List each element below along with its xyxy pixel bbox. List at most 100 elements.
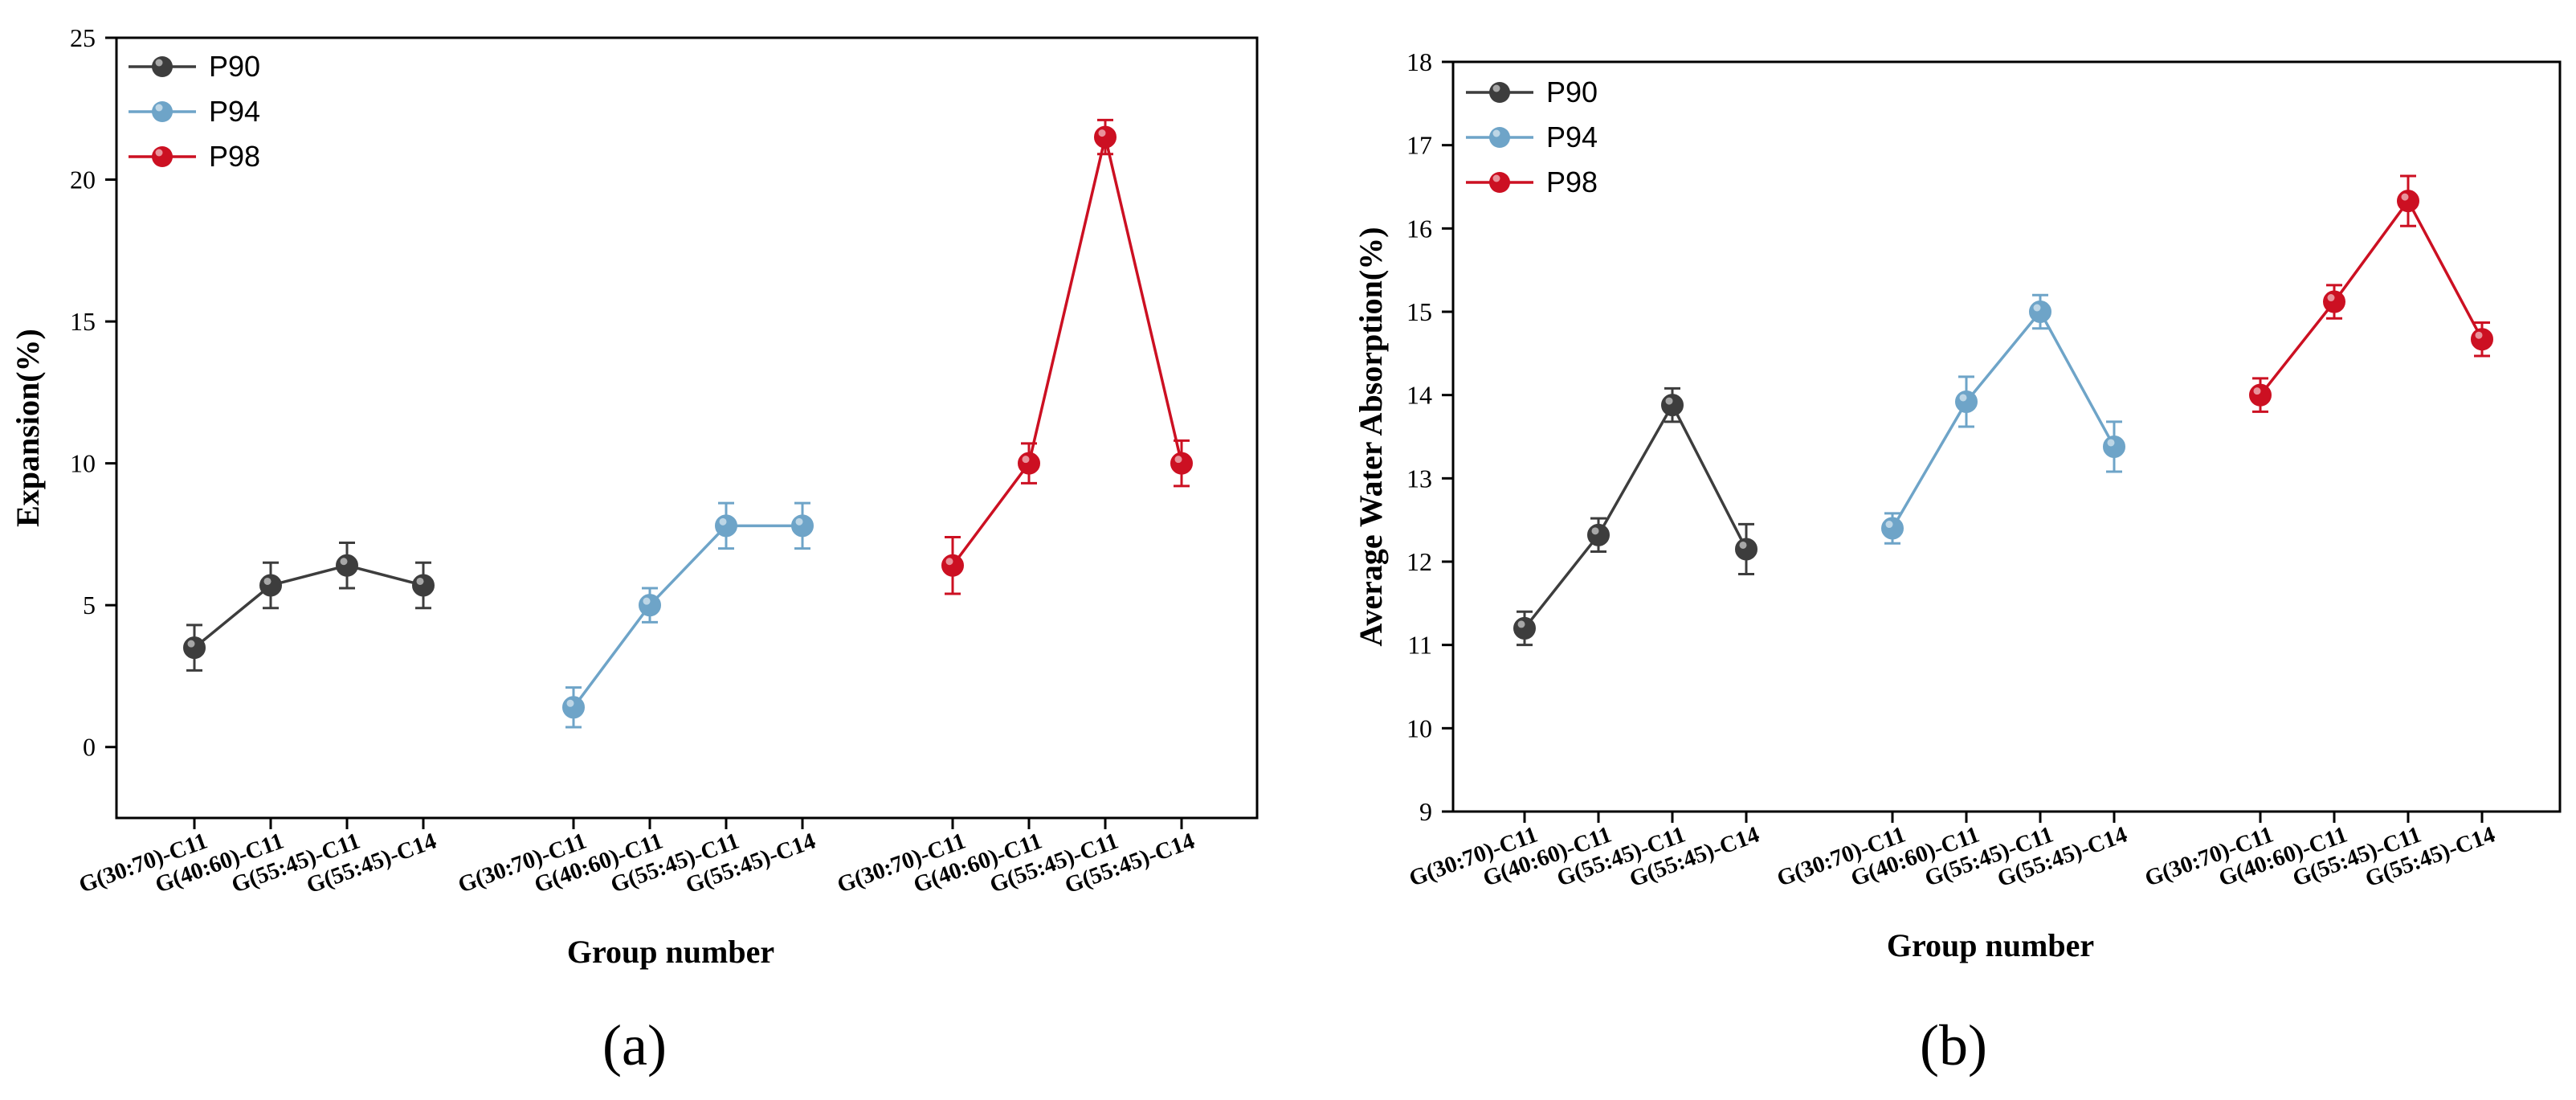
plot-frame bbox=[1451, 60, 2562, 813]
legend-entry-p90: P90 bbox=[1466, 76, 1598, 108]
x-axis-title: Group number bbox=[1887, 927, 2094, 963]
data-point-highlight bbox=[340, 558, 348, 566]
y-tick-label: 20 bbox=[70, 166, 96, 194]
data-point-highlight bbox=[795, 517, 803, 525]
data-point-highlight bbox=[566, 699, 574, 707]
legend-marker bbox=[1489, 127, 1510, 148]
data-point bbox=[2103, 435, 2125, 458]
series-line bbox=[193, 563, 424, 649]
data-point bbox=[1735, 538, 1757, 561]
data-point bbox=[562, 696, 585, 719]
legend-marker bbox=[152, 56, 173, 77]
data-point-highlight bbox=[1739, 541, 1747, 549]
legend-marker bbox=[1489, 172, 1510, 193]
data-point bbox=[259, 574, 282, 597]
legend-label: P90 bbox=[1546, 76, 1598, 108]
y-tick-label: 14 bbox=[1406, 381, 1432, 410]
data-point-highlight bbox=[1591, 527, 1599, 535]
series-p94 bbox=[1881, 293, 2125, 545]
data-point bbox=[2323, 290, 2345, 313]
legend-entry-p94: P94 bbox=[129, 95, 260, 128]
series-line bbox=[2259, 198, 2484, 396]
data-point bbox=[1018, 452, 1040, 475]
data-point bbox=[1661, 394, 1684, 417]
series-p94 bbox=[562, 501, 814, 729]
panel-label: (b) bbox=[1920, 1013, 1987, 1078]
y-axis-title: Average Water Absorption(%) bbox=[1353, 227, 1389, 646]
legend-marker bbox=[1489, 82, 1510, 103]
legend-marker-highlight bbox=[1492, 129, 1500, 137]
data-point bbox=[1094, 125, 1117, 149]
y-tick-label: 10 bbox=[1406, 714, 1432, 742]
series-line bbox=[1891, 309, 2116, 530]
data-point bbox=[2249, 383, 2272, 407]
data-point bbox=[2029, 301, 2051, 323]
data-point-highlight bbox=[719, 517, 727, 525]
series-line bbox=[1523, 402, 1748, 630]
data-point bbox=[2471, 328, 2493, 351]
legend-label: P98 bbox=[1546, 166, 1598, 198]
series-p90 bbox=[183, 542, 435, 672]
y-tick-label: 10 bbox=[70, 449, 96, 478]
data-point bbox=[715, 514, 737, 538]
data-point-highlight bbox=[1022, 456, 1030, 464]
legend-marker bbox=[152, 146, 173, 167]
data-point-highlight bbox=[2033, 304, 2041, 312]
series-p98 bbox=[941, 118, 1193, 595]
series-line bbox=[572, 524, 802, 709]
y-tick-label: 13 bbox=[1406, 464, 1432, 493]
y-tick-label: 12 bbox=[1406, 547, 1432, 576]
y-tick-label: 18 bbox=[1406, 47, 1432, 76]
legend-marker-highlight bbox=[1492, 174, 1500, 182]
data-point-highlight bbox=[2327, 294, 2335, 302]
y-tick-label: 15 bbox=[70, 307, 96, 336]
data-point bbox=[1170, 452, 1193, 475]
panel-label: (a) bbox=[602, 1013, 667, 1078]
panel-b-water-absorption-chart: 9101112131415161718G(30:70)-C11G(40:60)-… bbox=[1353, 47, 2562, 1078]
data-point-highlight bbox=[1517, 620, 1525, 628]
data-point bbox=[791, 514, 814, 538]
legend-marker-highlight bbox=[155, 104, 163, 112]
data-point-highlight bbox=[1885, 521, 1893, 529]
y-tick-label: 11 bbox=[1407, 631, 1432, 660]
data-point bbox=[412, 574, 435, 597]
y-tick-label: 0 bbox=[83, 733, 96, 762]
x-axis-title: Group number bbox=[567, 934, 774, 970]
legend-entry-p98: P98 bbox=[1466, 166, 1598, 198]
data-point-highlight bbox=[643, 597, 651, 605]
legend-label: P94 bbox=[209, 95, 260, 128]
legend-marker bbox=[152, 101, 173, 122]
plot-frame bbox=[115, 36, 1259, 820]
y-tick-label: 16 bbox=[1406, 214, 1432, 243]
legend-marker-highlight bbox=[155, 149, 163, 157]
data-point-highlight bbox=[187, 640, 195, 648]
data-point-highlight bbox=[1098, 129, 1106, 137]
data-point bbox=[941, 554, 964, 577]
data-point bbox=[639, 594, 661, 617]
series-line bbox=[951, 137, 1183, 566]
data-point bbox=[2397, 190, 2419, 213]
data-point bbox=[1955, 390, 1978, 413]
legend-label: P90 bbox=[209, 50, 260, 83]
data-point bbox=[1587, 523, 1610, 546]
legend-marker-highlight bbox=[155, 59, 163, 67]
data-point-highlight bbox=[1174, 456, 1182, 464]
y-tick-label: 5 bbox=[83, 591, 96, 620]
data-point-highlight bbox=[416, 577, 424, 585]
data-point bbox=[183, 636, 206, 660]
data-point-highlight bbox=[945, 558, 953, 566]
data-point-highlight bbox=[2475, 331, 2483, 339]
series-p98 bbox=[2249, 174, 2493, 413]
data-point-highlight bbox=[263, 577, 271, 585]
data-point-highlight bbox=[1665, 397, 1673, 405]
legend-entry-p94: P94 bbox=[1466, 121, 1598, 153]
data-point-highlight bbox=[2253, 387, 2261, 395]
y-tick-label: 9 bbox=[1419, 797, 1432, 826]
data-point bbox=[1881, 517, 1904, 540]
legend-label: P98 bbox=[209, 140, 260, 173]
series-p90 bbox=[1513, 386, 1757, 647]
data-point-highlight bbox=[2107, 439, 2115, 447]
y-tick-label: 17 bbox=[1406, 131, 1432, 160]
legend-label: P94 bbox=[1546, 121, 1598, 153]
